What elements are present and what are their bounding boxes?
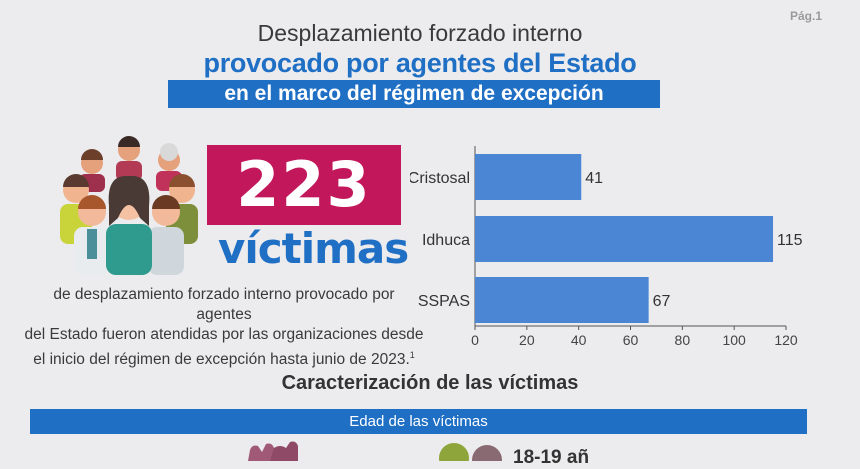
- victim-unit-label: víctimas: [218, 224, 409, 273]
- person-front-left: [74, 195, 110, 275]
- age-range-label-partial: 18-19 añ: [513, 447, 590, 468]
- x-tick-label-40: 40: [571, 332, 587, 348]
- category-label-sspas: SSPAS: [418, 293, 470, 310]
- data-label-sspas: 67: [653, 293, 671, 310]
- data-label-idhuca: 115: [777, 232, 803, 249]
- section-title: Caracterización de las víctimas: [281, 372, 579, 394]
- people-group-icon: [60, 136, 198, 275]
- bar-cristosal: [475, 154, 582, 200]
- victim-count: 223: [236, 148, 372, 221]
- category-label-idhuca: Idhuca: [422, 232, 470, 249]
- description-line-3-text: el inicio del régimen de excepción hasta…: [33, 351, 410, 369]
- organizations-bar-chart: Cristosal 41 Idhuca 115 SSPAS 67 0 20 40 60 80 100 1…: [410, 146, 803, 348]
- age-section-label: Edad de las víctimas: [349, 413, 488, 430]
- victim-count-box: 223: [207, 145, 401, 225]
- data-label-cristosal: 41: [585, 170, 603, 187]
- hands-icon: [248, 441, 298, 461]
- title-line-3-banner: en el marco del régimen de excepción: [168, 80, 660, 108]
- age-section-banner: Edad de las víctimas: [30, 409, 807, 434]
- description-line-1: de desplazamiento forzado interno provoc…: [53, 286, 395, 323]
- x-tick-label-20: 20: [519, 332, 535, 348]
- person-front-right: [148, 195, 184, 275]
- title-line-1: Desplazamiento forzado interno: [257, 20, 583, 46]
- x-tick-label-0: 0: [471, 332, 479, 348]
- category-label-cristosal: Cristosal: [410, 170, 470, 187]
- title-line-3: en el marco del régimen de excepción: [224, 82, 604, 105]
- description-line-2: del Estado fueron atendidas por las orga…: [24, 326, 424, 343]
- description-line-3: el inicio del régimen de excepción hasta…: [24, 345, 424, 370]
- x-tick-label-100: 100: [722, 332, 746, 348]
- page-number: Pág.1: [789, 9, 822, 23]
- age-group-icons: [248, 441, 502, 461]
- bar-idhuca: [475, 216, 774, 262]
- person-silhouettes-icon: [439, 443, 502, 461]
- x-tick-label-60: 60: [623, 332, 639, 348]
- title-line-2: provocado por agentes del Estado: [203, 48, 637, 78]
- person-front-center: [106, 175, 152, 275]
- victim-description: de desplazamiento forzado interno provoc…: [24, 285, 424, 370]
- bar-sspas: [475, 277, 649, 323]
- person-back-center: [116, 136, 142, 181]
- x-tick-label-120: 120: [774, 332, 798, 348]
- x-tick-label-80: 80: [675, 332, 691, 348]
- footnote-marker: 1: [409, 350, 415, 360]
